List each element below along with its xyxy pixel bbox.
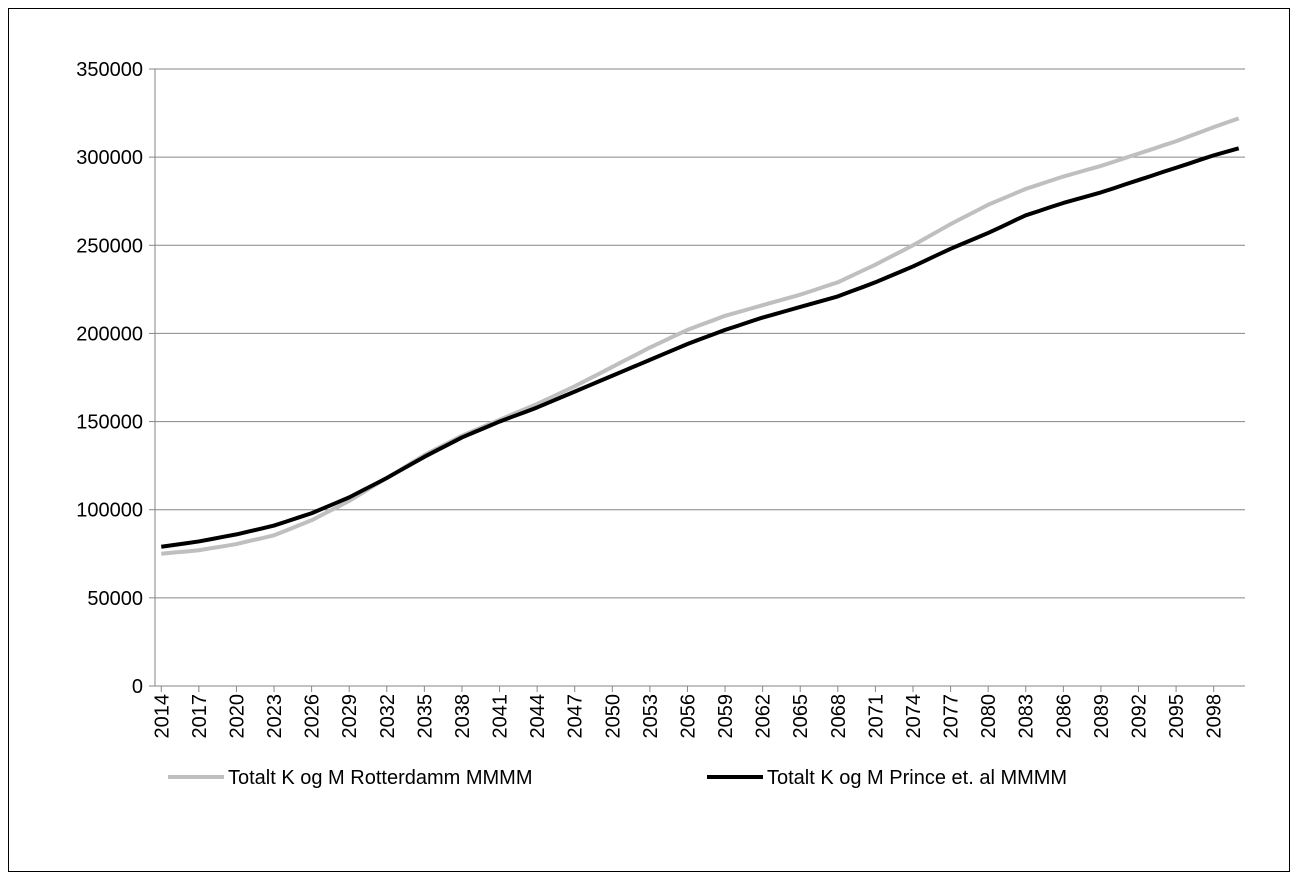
y-tick-label: 250000 [76, 235, 143, 257]
x-tick-label: 2014 [151, 694, 173, 739]
y-tick-label: 0 [132, 676, 143, 698]
line-series [161, 116, 1240, 556]
y-tick-label: 150000 [76, 412, 143, 434]
x-tick-label: 2032 [377, 694, 399, 739]
y-tick-label: 200000 [76, 323, 143, 345]
x-tick-label: 2047 [565, 694, 587, 739]
x-tick-label: 2092 [1129, 694, 1151, 739]
x-tick-label: 2035 [414, 694, 436, 739]
x-tick-label: 2056 [677, 694, 699, 739]
x-tick-label: 2029 [339, 694, 361, 739]
x-tick-label: 2086 [1053, 694, 1075, 739]
legend-label: Totalt K og M Prince et. al MMMM [767, 767, 1067, 789]
x-tick-label: 2053 [640, 694, 662, 739]
x-tick-label: 2077 [941, 694, 963, 739]
x-tick-label: 2062 [753, 694, 775, 739]
x-tick-label: 2038 [452, 694, 474, 739]
x-tick-label: 2017 [189, 694, 211, 739]
x-tick-label: 2041 [490, 694, 512, 739]
x-tick-label: 2026 [302, 694, 324, 739]
x-tick-label: 2068 [828, 694, 850, 739]
x-tick-label: 2071 [865, 694, 887, 739]
y-tick-label: 350000 [76, 59, 143, 81]
line-series [160, 146, 1240, 549]
x-tick-label: 2083 [1016, 694, 1038, 739]
x-tick-label: 2020 [226, 694, 248, 739]
x-tick-label: 2050 [602, 694, 624, 739]
x-tick-label: 2065 [790, 694, 812, 739]
chart-border [8, 8, 1290, 872]
y-tick-label: 100000 [76, 500, 143, 522]
x-tick-label: 2074 [903, 694, 925, 739]
legend-label: Totalt K og M Rotterdamm MMMM [228, 767, 533, 789]
x-tick-label: 2059 [715, 694, 737, 739]
x-tick-label: 2044 [527, 694, 549, 739]
x-tick-label: 2095 [1166, 694, 1188, 739]
x-tick-label: 2098 [1204, 694, 1226, 739]
y-tick-label: 300000 [76, 147, 143, 169]
x-tick-label: 2089 [1091, 694, 1113, 739]
y-tick-label: 50000 [87, 588, 143, 610]
x-tick-label: 2080 [978, 694, 1000, 739]
x-tick-label: 2023 [264, 694, 286, 739]
